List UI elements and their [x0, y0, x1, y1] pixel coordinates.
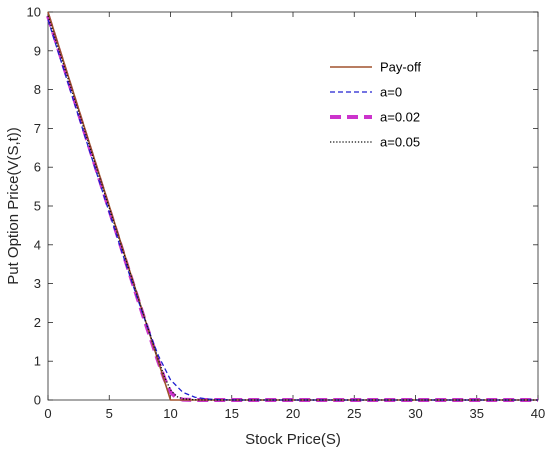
legend-label: a=0.05	[380, 135, 420, 150]
legend-label: a=0	[380, 85, 402, 100]
y-tick-label: 8	[34, 82, 41, 97]
y-tick-label: 1	[34, 354, 41, 369]
y-tick-label: 5	[34, 199, 41, 214]
x-tick-label: 40	[531, 406, 545, 421]
x-tick-label: 5	[106, 406, 113, 421]
x-tick-label: 20	[286, 406, 300, 421]
y-tick-label: 0	[34, 393, 41, 408]
series-line-a-0-05	[47, 15, 538, 401]
x-axis-label: Stock Price(S)	[245, 431, 341, 448]
legend-label: Pay-off	[380, 60, 421, 75]
y-tick-label: 10	[27, 5, 41, 20]
y-tick-label: 3	[34, 276, 41, 291]
y-tick-label: 4	[34, 237, 41, 252]
y-tick-label: 2	[34, 315, 41, 330]
x-tick-label: 10	[163, 406, 177, 421]
x-tick-label: 25	[347, 406, 361, 421]
y-tick-label: 6	[34, 160, 41, 175]
y-tick-label: 9	[34, 43, 41, 58]
legend-label: a=0.02	[380, 110, 420, 125]
x-tick-label: 30	[408, 406, 422, 421]
y-tick-label: 7	[34, 121, 41, 136]
x-tick-label: 15	[225, 406, 239, 421]
series-line-a-0	[47, 19, 538, 401]
x-tick-label: 0	[44, 406, 51, 421]
plot-area	[47, 11, 539, 401]
y-axis-label: Put Option Price(V(S,t))	[5, 127, 22, 285]
x-tick-label: 35	[470, 406, 484, 421]
